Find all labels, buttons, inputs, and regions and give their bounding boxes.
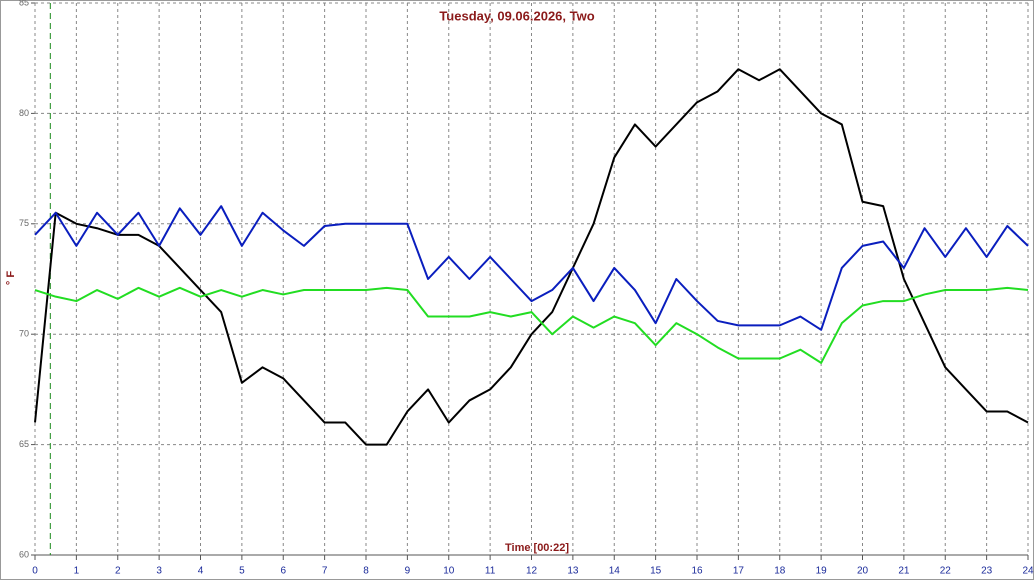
x-tick-label: 11 [485,566,496,577]
series-line [34,286,1029,364]
x-tick-label: 23 [981,566,993,577]
x-tick-label: 22 [940,566,952,577]
y-tick-label: 70 [19,329,29,339]
y-tick-label: 85 [19,0,29,7]
x-tick-label: 1 [74,566,80,577]
x-tick-label: 4 [198,566,204,577]
y-tick-label: 75 [19,218,29,228]
x-tick-label: 12 [526,566,538,577]
x-tick-label: 16 [691,566,703,577]
x-tick-label: 8 [363,566,369,577]
x-tick-label: 0 [32,566,38,577]
x-tick-label: 9 [405,566,411,577]
x-tick-label: 19 [816,566,828,577]
y-tick-label: 65 [19,439,29,449]
x-tick-label: 18 [774,566,786,577]
x-tick-label: 3 [156,566,162,577]
y-axis-label: ° F [5,271,17,285]
y-tick-label: 80 [19,108,29,118]
chart-title: Tuesday, 09.06.2026, Two [439,8,594,23]
x-tick-label: 20 [857,566,869,577]
x-tick-label: 13 [567,566,579,577]
x-tick-label: 24 [1022,566,1034,577]
x-tick-label: 21 [898,566,910,577]
x-tick-label: 2 [115,566,121,577]
series-line [34,205,1029,331]
x-tick-label: 10 [443,566,455,577]
x-tick-label: 14 [609,566,621,577]
series-line [34,68,1029,446]
x-axis-label: Time [00:22] [505,542,569,554]
x-tick-label: 5 [239,566,245,577]
x-tick-label: 7 [322,566,328,577]
x-tick-label: 15 [650,566,662,577]
y-tick-label: 60 [19,549,29,559]
x-tick-label: 17 [733,566,745,577]
x-tick-label: 6 [280,566,286,577]
